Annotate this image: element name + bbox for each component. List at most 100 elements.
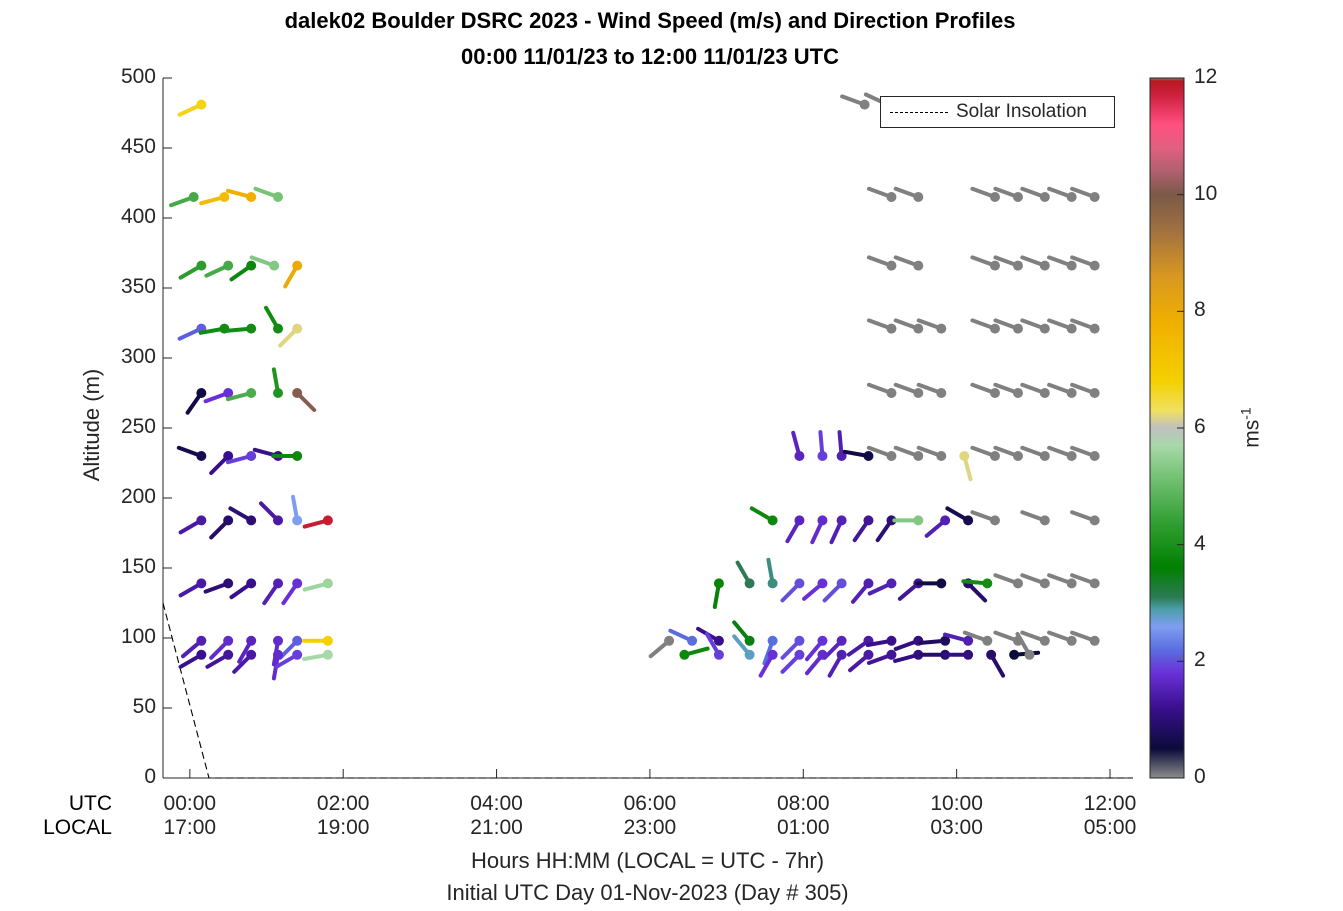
wind-barb [271,367,284,398]
x-tick-label-utc: 02:00 [316,792,370,815]
wind-barb-dot [863,578,874,589]
wind-barb [962,630,993,646]
wind-barb [1020,186,1050,202]
wind-barb [1070,255,1100,271]
wind-barb-dot [1039,515,1050,526]
colorbar-tick-label: 6 [1194,415,1206,438]
wind-barb [893,382,924,398]
wind-barb-dot [936,578,947,589]
wind-barb [893,255,924,271]
wind-barb-dot [273,635,284,646]
chart-title-line2: 00:00 11/01/23 to 12:00 11/01/23 UTC [461,44,839,69]
wind-barb [1047,445,1077,461]
wind-barb [271,451,303,461]
y-tick-label: 400 [120,205,156,228]
x-row-label-utc: UTC [68,792,112,815]
x-tick-label-local: 19:00 [316,816,370,839]
wind-barb [993,445,1023,461]
y-tick-label: 100 [120,625,156,648]
y-tick-label: 300 [120,345,156,368]
wind-barb-dot [913,323,924,334]
wind-barb-dot [219,192,230,202]
wind-barb-dot [863,649,874,660]
wind-barb-dot [817,515,828,526]
wind-barb-dot [767,515,778,526]
wind-barb-dot [292,649,303,660]
wind-barb-dot [1039,260,1050,271]
wind-barb [780,649,805,674]
wind-barb [866,445,897,461]
wind-barb-dot [292,578,303,589]
y-tick-label: 350 [120,275,156,298]
wind-barb-dot [246,515,257,526]
colorbar-label-unit: ms [1240,419,1264,448]
wind-barb [178,260,207,280]
wind-barb [892,515,924,526]
wind-barb [893,186,924,202]
wind-barb [866,255,897,271]
wind-barb-dot [913,260,924,271]
x-tick-label-local: 05:00 [1083,816,1137,839]
wind-barb [253,186,284,202]
wind-barb-dot [246,635,257,646]
wind-barb [893,635,924,651]
wind-barb [1070,630,1100,646]
wind-barb [866,318,897,334]
wind-barb [237,635,257,664]
wind-barb-dot [223,260,234,271]
wind-barb [204,260,234,278]
wind-barb [648,635,675,659]
wind-barb-dot [246,649,257,660]
wind-barb-dot [989,451,1000,461]
wind-barb [1047,630,1077,646]
wind-barb [209,635,234,660]
wind-barb-dot [886,260,897,271]
wind-barb-dot [223,451,234,461]
wind-barb-dot [196,260,207,271]
wind-barb-dot [322,578,333,589]
wind-barb [866,649,897,665]
wind-barb-dot [986,649,997,660]
wind-barb-dot [963,649,974,660]
x-row-label-local: LOCAL [43,816,112,839]
wind-barb-dot [936,451,947,461]
y-axis-label: Altitude (m) [79,368,104,482]
x-tick-label-local: 01:00 [776,816,830,839]
wind-barb [262,578,284,606]
wind-barb-dot [246,388,257,398]
wind-barb-dot [836,649,847,660]
wind-barb [302,649,333,661]
wind-barb-dot [886,323,897,334]
wind-barb [225,323,257,334]
wind-barb [943,632,974,646]
wind-barb-dot [794,649,805,660]
wind-barb-dot [913,388,924,398]
solar-insolation-line [162,602,1133,779]
wind-barb [178,515,207,535]
wind-barb [945,506,974,526]
wind-barb [735,560,755,589]
wind-barb-dot [744,649,755,660]
y-tick-label: 200 [120,485,156,508]
wind-barb-dot [913,451,924,461]
wind-barb [867,578,897,596]
wind-barb [840,94,870,110]
wind-barb-dot [292,515,303,526]
wind-barb-dot [817,649,828,660]
wind-barb [1070,445,1100,461]
wind-barb [176,445,207,461]
wind-barb-dot [1089,388,1100,398]
wind-barb [805,649,828,676]
wind-barb-dot [292,635,303,646]
wind-barb-dot [1089,323,1100,334]
wind-barb-dot [1066,260,1077,271]
wind-barb [866,186,897,202]
wind-barb [915,578,947,589]
wind-barb [1047,186,1077,202]
colorbar-label: ms-1 [1238,403,1265,453]
wind-barb [1070,186,1100,202]
wind-barb-dot [1039,578,1050,589]
wind-barb-dot [989,323,1000,334]
wind-barb-dot [817,451,828,461]
legend-label: Solar Insolation [956,101,1087,122]
